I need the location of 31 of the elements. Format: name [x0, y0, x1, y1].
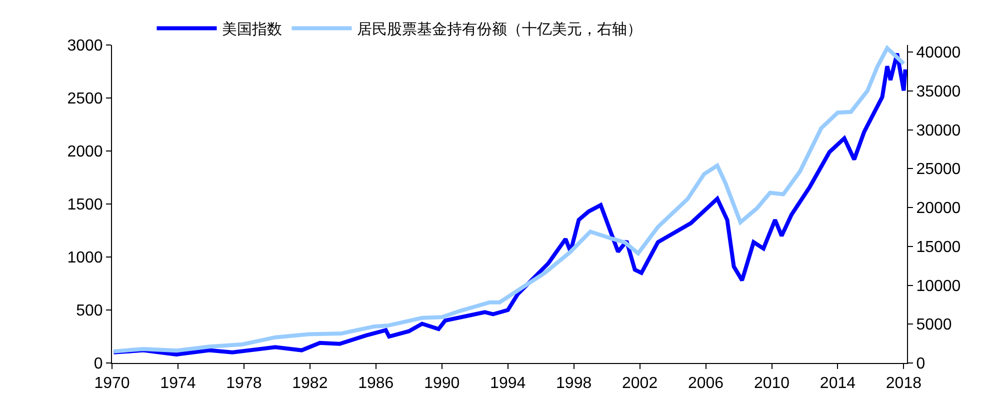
x-tick-label: 1986 [358, 375, 394, 392]
x-tick-label: 2014 [820, 375, 856, 392]
x-tick-label: 1994 [490, 375, 526, 392]
x-tick-label: 2010 [754, 375, 790, 392]
y-tick-label: 2000 [67, 144, 103, 161]
x-tick-label: 2002 [622, 375, 658, 392]
y2-tick-label: 35000 [916, 83, 961, 100]
x-tick-label: 1990 [424, 375, 460, 392]
y2-tick-label: 15000 [916, 238, 961, 256]
y2-tick-label: 20000 [916, 200, 961, 218]
x-tick-label: 2018 [886, 375, 922, 392]
x-tick-label: 2006 [688, 375, 724, 392]
y2-tick-label: 10000 [916, 278, 961, 295]
x-tick-label: 1978 [226, 375, 262, 392]
y-tick-label: 1500 [67, 196, 103, 214]
y-tick-label: 500 [76, 302, 103, 320]
x-tick-label: 1974 [160, 375, 196, 392]
y-tick-label: 2500 [67, 90, 103, 108]
y-tick-label: 3000 [67, 38, 103, 55]
y-tick-label: 1000 [67, 250, 103, 267]
y2-tick-label: 0 [916, 356, 926, 373]
legend-label: 居民股票基金持有份额（十亿美元，右轴） [356, 21, 642, 38]
y-tick-label: 0 [94, 356, 103, 373]
y2-tick-label: 40000 [916, 44, 961, 62]
x-tick-label: 1998 [556, 375, 592, 392]
x-tick-label: 1982 [292, 375, 328, 392]
x-tick-label: 1970 [94, 375, 130, 392]
y2-tick-label: 25000 [916, 161, 961, 178]
y2-tick-label: 5000 [916, 316, 952, 334]
legend-label: 美国指数 [222, 21, 282, 38]
y2-tick-label: 30000 [916, 122, 961, 140]
